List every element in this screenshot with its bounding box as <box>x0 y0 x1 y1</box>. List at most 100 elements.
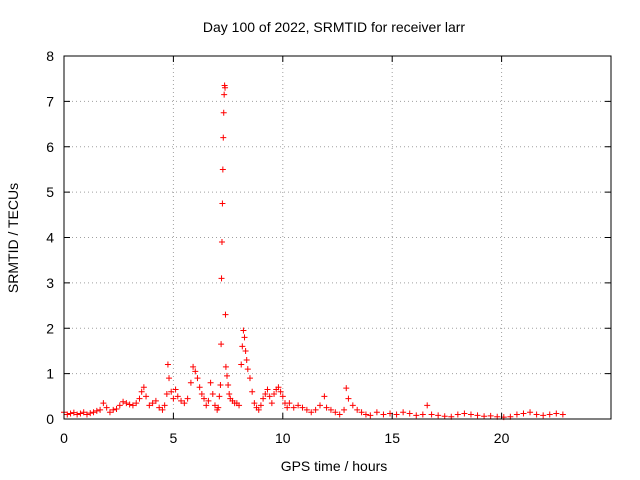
data-point <box>303 406 310 413</box>
data-point <box>116 402 123 409</box>
data-point <box>400 409 407 416</box>
data-point <box>113 406 120 413</box>
chart-title: Day 100 of 2022, SRMTID for receiver lar… <box>203 19 466 35</box>
data-point <box>332 409 339 416</box>
data-point <box>178 397 185 404</box>
data-point <box>216 393 223 400</box>
data-point <box>201 395 208 402</box>
data-point <box>246 375 253 382</box>
data-point <box>266 393 273 400</box>
data-point <box>161 402 168 409</box>
data-point <box>93 407 100 414</box>
data-point <box>219 200 226 207</box>
data-point <box>192 368 199 375</box>
data-point <box>100 400 107 407</box>
data-point <box>345 395 352 402</box>
y-tick-label: 5 <box>46 184 54 200</box>
data-point <box>138 388 145 395</box>
data-point <box>218 239 225 246</box>
data-point <box>240 327 247 334</box>
data-point <box>226 391 233 398</box>
x-tick-label: 10 <box>275 430 291 446</box>
data-point <box>367 412 374 419</box>
data-point <box>211 402 218 409</box>
data-point <box>187 379 194 386</box>
data-point <box>209 391 216 398</box>
data-point <box>264 386 271 393</box>
y-tick-label: 8 <box>46 48 54 64</box>
data-point <box>540 412 547 419</box>
data-point <box>242 347 249 354</box>
data-point <box>64 411 71 418</box>
data-point <box>143 393 150 400</box>
data-point <box>222 84 229 91</box>
data-point <box>225 381 232 388</box>
data-point <box>207 379 214 386</box>
data-point <box>546 411 553 418</box>
x-axis-label: GPS time / hours <box>281 458 388 474</box>
data-point <box>190 363 197 370</box>
data-point <box>194 375 201 382</box>
data-point <box>87 410 94 417</box>
data-point <box>168 388 175 395</box>
data-point <box>419 411 426 418</box>
data-point <box>136 395 143 402</box>
data-point <box>198 391 205 398</box>
data-point <box>290 404 297 411</box>
data-point <box>219 166 226 173</box>
data-point <box>286 400 293 407</box>
data-point <box>487 412 494 419</box>
data-point <box>513 411 520 418</box>
data-point <box>461 410 468 417</box>
data-point <box>299 404 306 411</box>
data-point <box>146 402 153 409</box>
data-point <box>279 393 286 400</box>
data-point <box>110 406 117 413</box>
data-point <box>83 411 90 418</box>
data-point <box>220 134 227 141</box>
data-point <box>336 411 343 418</box>
data-point <box>203 402 210 409</box>
data-point <box>166 375 173 382</box>
data-point <box>159 406 166 413</box>
data-point <box>553 410 560 417</box>
data-point <box>129 402 136 409</box>
data-point <box>262 391 269 398</box>
data-point <box>275 384 282 391</box>
data-point <box>221 91 228 98</box>
data-point <box>77 410 84 417</box>
data-point <box>358 409 365 416</box>
data-point <box>174 393 181 400</box>
data-point <box>238 361 245 368</box>
data-point <box>268 400 275 407</box>
data-point <box>251 400 258 407</box>
y-tick-label: 3 <box>46 275 54 291</box>
data-point <box>120 398 127 405</box>
data-point <box>295 402 302 409</box>
data-point <box>474 412 481 419</box>
data-point <box>67 410 74 417</box>
data-point <box>481 413 488 420</box>
data-point <box>241 334 248 341</box>
data-point <box>257 402 264 409</box>
data-point <box>70 409 77 416</box>
data-point <box>312 406 319 413</box>
y-tick-label: 7 <box>46 93 54 109</box>
data-point <box>224 372 231 379</box>
data-point <box>196 384 203 391</box>
data-point <box>170 395 177 402</box>
data-point <box>90 409 97 416</box>
data-point <box>323 404 330 411</box>
data-point <box>373 409 380 416</box>
data-point <box>362 411 369 418</box>
y-tick-label: 1 <box>46 366 54 382</box>
data-point <box>284 404 291 411</box>
data-point <box>343 385 350 392</box>
data-point <box>308 409 315 416</box>
y-tick-label: 2 <box>46 320 54 336</box>
y-tick-label: 6 <box>46 139 54 155</box>
data-point <box>184 395 191 402</box>
data-point <box>236 402 243 409</box>
data-point <box>354 406 361 413</box>
